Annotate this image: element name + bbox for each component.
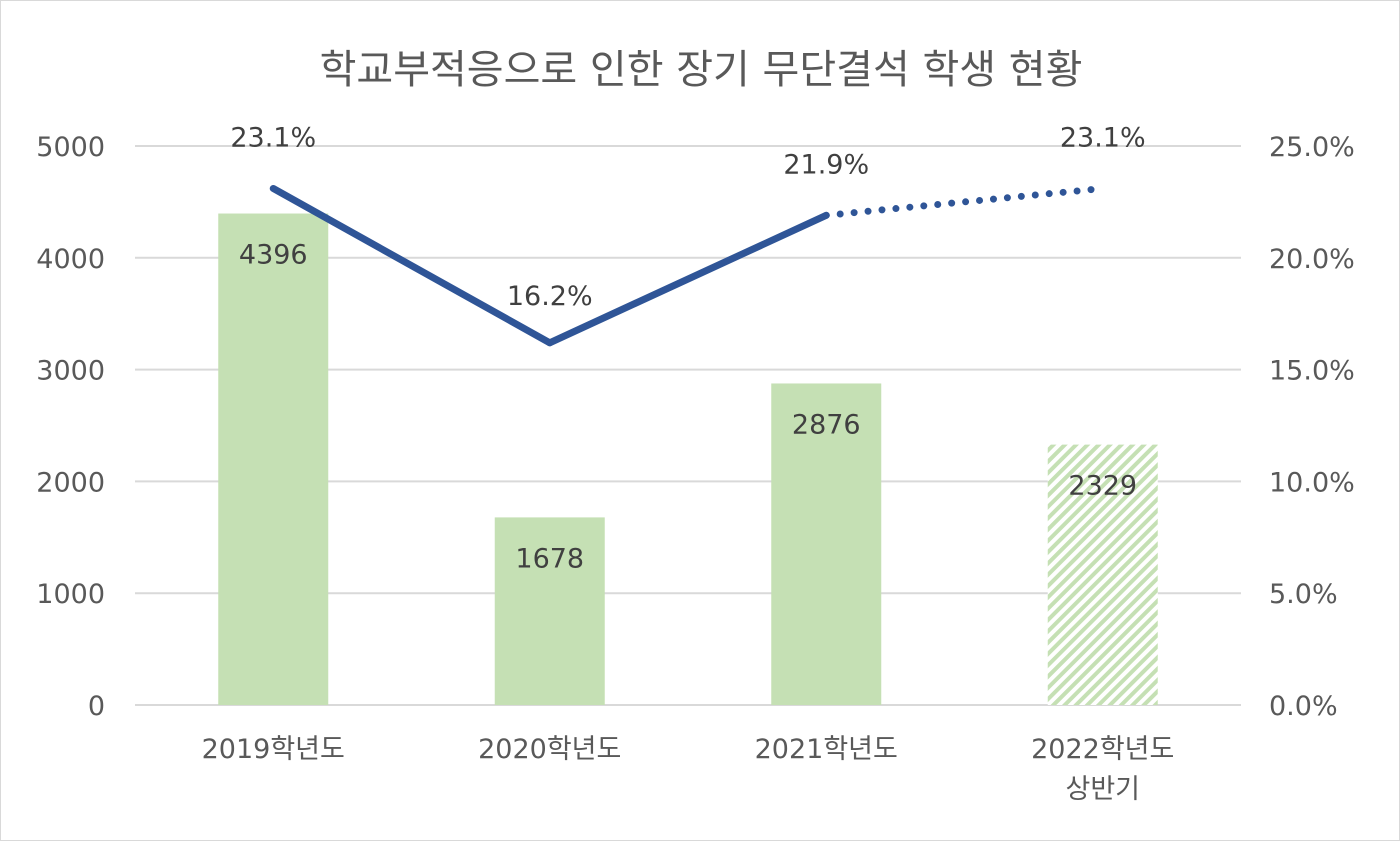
line-data-label: 21.9% — [783, 149, 869, 180]
bar — [1047, 444, 1158, 705]
bar-data-label: 4396 — [239, 240, 308, 271]
y-right-tick: 25.0% — [1269, 132, 1355, 163]
y-right-tick: 5.0% — [1269, 579, 1338, 610]
y-right-tick: 20.0% — [1269, 244, 1355, 275]
bar-data-label: 1678 — [515, 543, 584, 574]
x-tick-label: 상반기 — [1065, 774, 1140, 805]
line-segment — [269, 184, 554, 347]
x-tick-label: 2019학년도 — [202, 734, 345, 765]
line-data-label: 23.1% — [230, 122, 316, 153]
y-right-tick: 10.0% — [1269, 467, 1355, 498]
bar — [218, 213, 329, 705]
bar — [494, 517, 605, 705]
y-left-tick: 1000 — [36, 579, 105, 610]
bar-data-label: 2329 — [1068, 471, 1137, 502]
y-left-tick: 0 — [88, 691, 105, 722]
line-data-label: 16.2% — [507, 281, 593, 312]
x-tick-label: 2021학년도 — [755, 734, 898, 765]
x-tick-label: 2022학년도 — [1031, 734, 1174, 765]
x-tick-label: 2020학년도 — [478, 734, 621, 765]
line-data-label: 23.1% — [1060, 122, 1146, 153]
y-right-tick: 15.0% — [1269, 356, 1355, 387]
y-left-tick: 4000 — [36, 244, 105, 275]
line-segment — [822, 184, 1107, 219]
chart-title: 학교부적응으로 인한 장기 무단결석 학생 현황 — [320, 47, 1083, 93]
y-left-tick: 2000 — [36, 467, 105, 498]
bar-data-label: 2876 — [792, 409, 861, 440]
y-right-tick: 0.0% — [1269, 691, 1338, 722]
line-segment — [546, 211, 830, 347]
y-left-tick: 3000 — [36, 356, 105, 387]
y-left-tick: 5000 — [36, 132, 105, 163]
bar — [771, 383, 882, 705]
